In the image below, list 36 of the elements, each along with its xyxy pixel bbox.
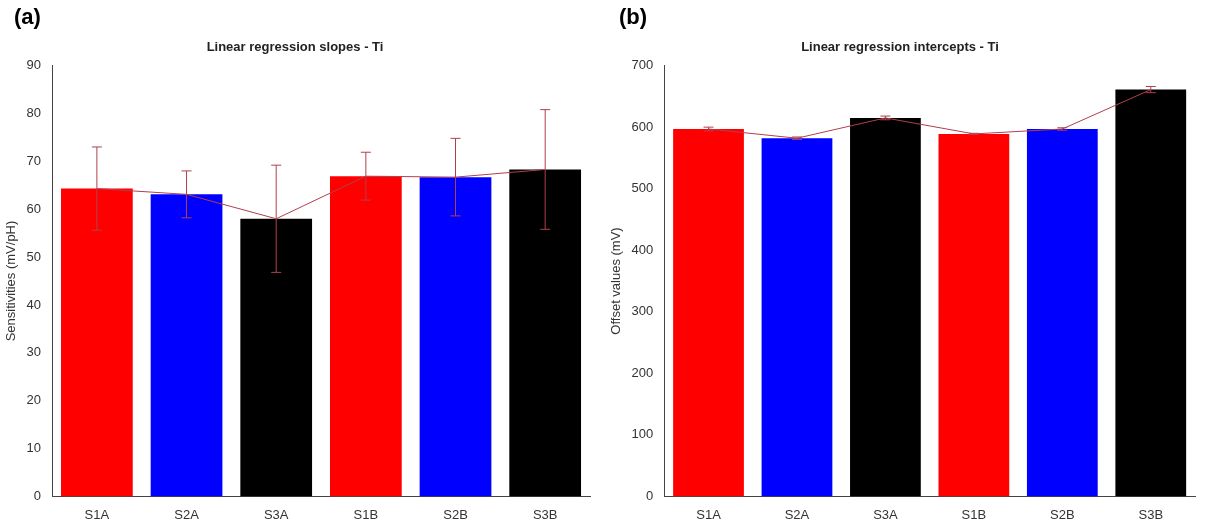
y-tick-label: 60: [26, 200, 42, 216]
x-tick-label: S2A: [174, 506, 200, 522]
y-tick-label: 0: [646, 487, 654, 503]
y-axis-title: Sensitivities (mV/pH): [3, 220, 19, 342]
y-tick-label: 600: [631, 118, 654, 134]
x-tick-label: S1A: [696, 506, 722, 522]
x-tick-label: S2B: [443, 506, 468, 522]
y-tick-label: 400: [631, 241, 654, 257]
y-tick-label: 50: [26, 248, 42, 264]
y-tick-label: 500: [631, 180, 654, 196]
y-tick-label: 300: [631, 303, 654, 319]
y-tick-label: 40: [26, 296, 42, 312]
x-tick-label: S1A: [84, 506, 110, 522]
x-tick-label: S3B: [532, 506, 558, 522]
x-tick-label: S3B: [1138, 506, 1164, 522]
y-tick-label: 0: [33, 487, 42, 503]
y-tick-label: 70: [26, 152, 42, 168]
y-tick-label: 700: [631, 57, 654, 73]
x-tick-label: S3A: [263, 506, 289, 522]
x-tick-label: S2A: [784, 506, 810, 522]
chart-title: Linear regression slopes - Ti: [206, 39, 384, 55]
y-tick-label: 200: [631, 364, 654, 380]
y-tick-label: 20: [26, 392, 42, 408]
text: (b): [619, 4, 648, 30]
x-tick-label: S2B: [1050, 506, 1075, 522]
text: (a): [14, 4, 41, 30]
chart-title: Linear regression intercepts - Ti: [801, 39, 999, 55]
x-tick-label: S1B: [961, 506, 987, 522]
x-tick-label: S3A: [873, 506, 899, 522]
y-tick-label: 90: [26, 57, 42, 73]
y-tick-label: 80: [26, 105, 42, 121]
y-tick-label: 30: [26, 344, 42, 360]
y-tick-label: 100: [631, 426, 654, 442]
x-tick-label: S1B: [353, 506, 379, 522]
y-axis-title: Offset values (mV): [608, 227, 624, 335]
y-tick-label: 10: [26, 440, 42, 456]
